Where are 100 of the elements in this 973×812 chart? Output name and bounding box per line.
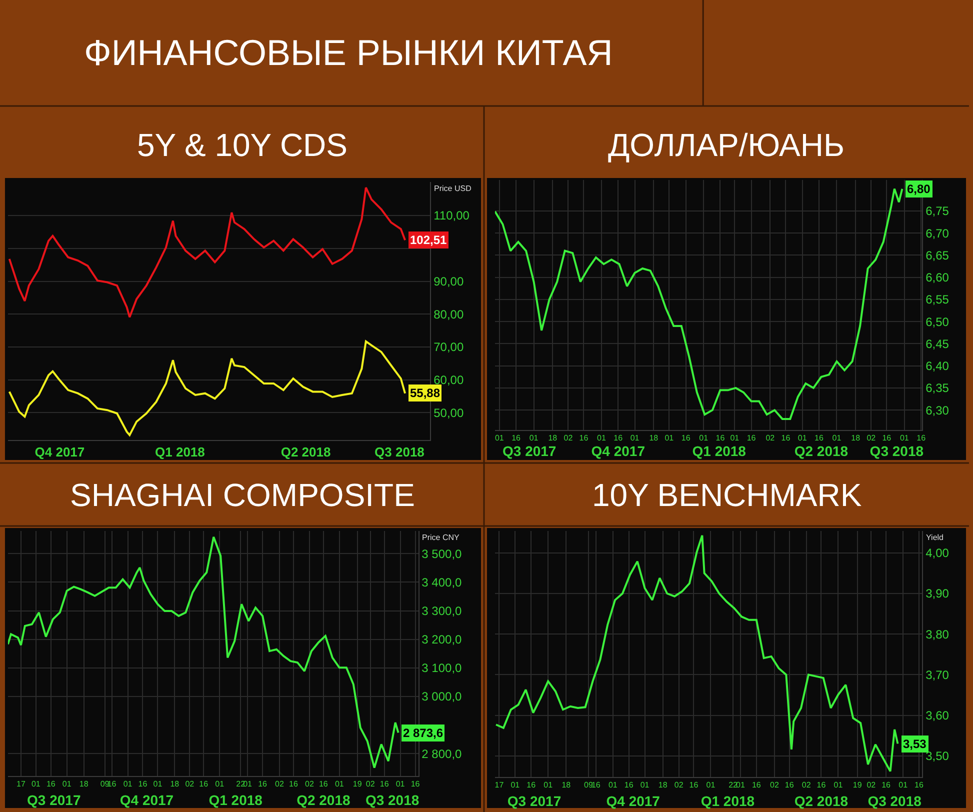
x-tick-label: 02 (185, 780, 195, 789)
x-tick-label: 01 (544, 780, 554, 790)
y-tick-label: 4,00 (926, 546, 950, 560)
x-tick-label: 02 (766, 434, 776, 443)
x-tick-label: 16 (814, 434, 824, 443)
x-tick-label: 16 (816, 780, 826, 790)
y-axis-title: Yield (926, 533, 944, 542)
x-tick-label: Q1 2018 (155, 444, 205, 460)
data-label: 2 873,6 (403, 726, 444, 740)
y-tick-label: 3,90 (926, 586, 950, 601)
x-tick-label: 16 (689, 780, 699, 790)
x2-tick-label: Q3 2018 (365, 792, 420, 808)
x2-tick-label: Q3 2018 (868, 793, 922, 809)
line-series (8, 536, 400, 769)
y-tick-label: 6,45 (926, 336, 950, 351)
x-tick-label: 16 (289, 780, 298, 789)
y-tick-label: 6,30 (926, 403, 950, 418)
y-tick-label: 6,65 (926, 248, 950, 262)
x-tick-label: 02 (802, 780, 812, 790)
y-tick-label: 3 100,0 (422, 661, 462, 676)
x-tick-label: 02 (866, 780, 876, 790)
x-tick-label: 16 (681, 434, 691, 443)
x-tick-label: 16 (410, 780, 420, 789)
x-tick-label: 16 (107, 780, 117, 789)
x-tick-label: 16 (579, 434, 589, 443)
x-tick-label: 18 (562, 780, 572, 790)
x2-tick-label: Q2 2018 (794, 793, 848, 809)
x-tick-label: 16 (318, 780, 328, 789)
x-tick-label: 16 (746, 434, 756, 443)
y-tick-label: 6,75 (926, 204, 950, 218)
x2-tick-label: Q3 2017 (502, 443, 556, 459)
x-tick-label: 16 (380, 780, 390, 789)
x-tick-label: 17 (16, 780, 26, 789)
y-tick-label: 6,70 (926, 226, 950, 240)
x-tick-label: 01 (736, 780, 746, 790)
x-tick-label: 01 (608, 780, 618, 790)
x-tick-label: 16 (199, 780, 209, 789)
y-tick-label: 3 400,0 (422, 575, 462, 590)
x-tick-label: 02 (564, 434, 574, 443)
x-tick-label: 18 (851, 434, 861, 443)
x-tick-label: 01 (62, 780, 72, 789)
data-label: 102,51 (410, 233, 448, 247)
x-tick-label: 01 (494, 434, 504, 443)
y-axis-title: Price USD (434, 184, 472, 193)
y-tick-label: 6,60 (926, 270, 950, 285)
x-tick-label: 01 (510, 780, 520, 790)
line-series (8, 186, 406, 318)
x-tick-label: 01 (640, 780, 650, 790)
x-tick-label: 16 (716, 434, 726, 443)
x-tick-label: 01 (529, 434, 539, 443)
line-series (494, 188, 904, 420)
y-tick-label: 3,60 (926, 708, 950, 722)
x2-tick-label: Q4 2017 (120, 792, 174, 808)
x2-tick-label: Q3 2017 (27, 792, 81, 808)
chart-title: 5Y & 10Y CDS (137, 127, 348, 163)
y-tick-label: 6,35 (926, 381, 950, 396)
x-tick-label: 01 (396, 780, 406, 789)
x-tick-label: 01 (31, 780, 41, 789)
x-tick-label: 18 (79, 780, 89, 789)
y-tick-label: 6,50 (926, 314, 950, 329)
x-tick-label: 18 (170, 780, 180, 789)
x-tick-label: Q2 2018 (280, 444, 331, 460)
x-tick-label: 18 (649, 434, 659, 443)
x-tick-label: 02 (275, 780, 285, 789)
x2-tick-label: Q2 2018 (296, 792, 350, 808)
chart-title: 10Y BENCHMARK (592, 477, 862, 513)
x-tick-label: 01 (153, 780, 163, 789)
x-tick-label: 02 (674, 780, 684, 790)
y-tick-label: 3,50 (926, 749, 950, 764)
y-tick-label: 3 500,0 (422, 546, 462, 561)
x-tick-label: 16 (781, 434, 791, 443)
x-tick-label: 01 (215, 780, 225, 789)
y-tick-label: 3 200,0 (422, 632, 462, 647)
y-tick-label: 3 000,0 (422, 690, 462, 704)
x-tick-label: 01 (597, 434, 606, 443)
x-tick-label: 01 (898, 780, 908, 790)
x-tick-label: 01 (123, 780, 133, 789)
x-tick-label: 02 (366, 780, 376, 789)
y-axis-title: Price CNY (422, 533, 460, 542)
x-tick-label: Q4 2017 (34, 444, 85, 460)
x-tick-label: Q3 2018 (374, 444, 424, 460)
line-series (495, 534, 899, 772)
x2-tick-label: Q4 2017 (606, 793, 660, 809)
x-tick-label: 17 (494, 780, 504, 790)
x-tick-label: 19 (852, 780, 862, 790)
x-tick-label: 19 (352, 780, 362, 789)
x-tick-label: 02 (305, 780, 314, 789)
y-tick-label: 70,00 (434, 340, 464, 354)
x-tick-label: 16 (591, 780, 601, 790)
x-tick-label: 01 (334, 780, 344, 789)
x-tick-label: 16 (526, 780, 536, 790)
y-tick-label: 2 800,0 (422, 746, 462, 761)
x-tick-label: 01 (798, 434, 808, 443)
x-tick-label: 16 (624, 780, 634, 790)
x-tick-label: 02 (770, 780, 780, 790)
x-tick-label: 01 (699, 434, 709, 443)
x-tick-label: 01 (706, 780, 716, 790)
x-tick-label: 09 (584, 780, 594, 790)
chart-title: ДОЛЛАР/ЮАНЬ (608, 127, 844, 163)
x-tick-label: 01 (832, 434, 842, 443)
